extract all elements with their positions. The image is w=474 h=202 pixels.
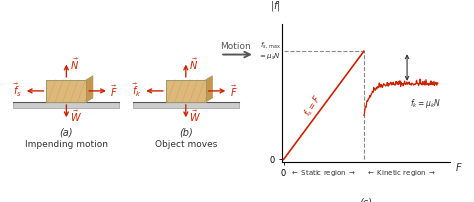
- Text: $\vec{N}$: $\vec{N}$: [70, 57, 79, 72]
- Text: $\vec{W}$: $\vec{W}$: [189, 108, 201, 124]
- Text: Motion: Motion: [220, 42, 251, 51]
- Bar: [133, 102, 239, 108]
- Text: Object moves: Object moves: [155, 140, 217, 149]
- Text: (a): (a): [60, 127, 73, 137]
- Text: $\vec{F}$: $\vec{F}$: [110, 83, 118, 99]
- Bar: [13, 102, 119, 108]
- Bar: [166, 80, 206, 102]
- Text: Impending motion: Impending motion: [25, 140, 108, 149]
- Text: $\leftarrow$ Kinetic region $\rightarrow$: $\leftarrow$ Kinetic region $\rightarrow…: [366, 168, 436, 178]
- Text: $\vec{N}$: $\vec{N}$: [189, 57, 198, 72]
- Polygon shape: [86, 76, 93, 102]
- Text: $f_k = \mu_k N$: $f_k = \mu_k N$: [410, 97, 441, 110]
- Text: $\vec{F}$: $\vec{F}$: [229, 83, 237, 99]
- Text: $f_{s,\,\rm{max}}$
$= \mu_s N$: $f_{s,\,\rm{max}}$ $= \mu_s N$: [258, 40, 281, 62]
- Text: (b): (b): [179, 127, 193, 137]
- Text: $\leftarrow$ Static region $\rightarrow$: $\leftarrow$ Static region $\rightarrow$: [291, 168, 357, 178]
- Text: $\vec{f}_s$: $\vec{f}_s$: [13, 82, 22, 100]
- Text: $|f|$: $|f|$: [270, 0, 281, 13]
- Text: $\vec{f}_k$: $\vec{f}_k$: [132, 82, 141, 100]
- Bar: [46, 80, 86, 102]
- Text: $F$: $F$: [456, 161, 463, 173]
- Text: $f_s = F$: $f_s = F$: [301, 92, 325, 119]
- Text: $\vec{W}$: $\vec{W}$: [70, 108, 82, 124]
- Polygon shape: [206, 76, 212, 102]
- Text: (c): (c): [360, 198, 373, 202]
